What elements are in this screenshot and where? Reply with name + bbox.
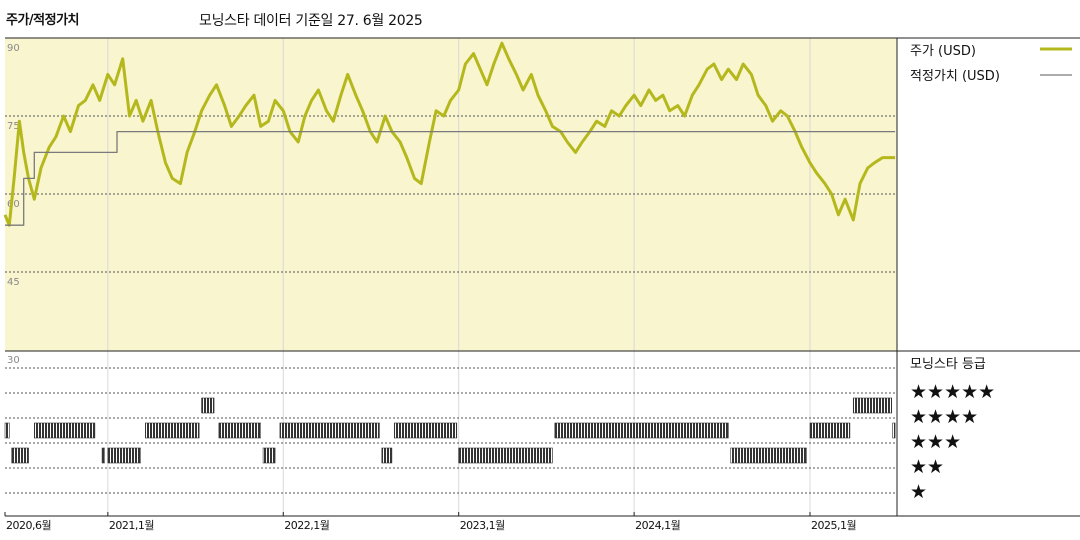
legend-fair-value-label: 적정가치 (USD) xyxy=(910,69,1000,84)
x-tick-label: 2023,1월 xyxy=(460,519,505,532)
rating-bar xyxy=(810,423,850,438)
rating-bar xyxy=(108,448,141,463)
rating-bar xyxy=(731,448,807,463)
rating-level-stars: ★★★ xyxy=(910,431,961,453)
legend-price-label: 주가 (USD) xyxy=(910,44,976,59)
y-tick-label: 45 xyxy=(7,277,20,288)
legend: 주가 (USD) 적정가치 (USD) xyxy=(910,44,1072,84)
x-axis-tick-labels: 2020,6월 2021,1월 2022,1월 2023,1월 2024,1월 2025,… xyxy=(5,512,857,532)
rating-level-stars: ★★★★ xyxy=(910,406,978,428)
rating-bar xyxy=(263,448,275,463)
rating-bar xyxy=(853,398,891,413)
x-tick-label: 2022,1월 xyxy=(284,519,329,532)
rating-bar xyxy=(555,423,728,438)
rating-bar xyxy=(145,423,199,438)
rating-bar xyxy=(893,423,895,438)
x-tick-label: 2021,1월 xyxy=(109,519,154,532)
rating-bar xyxy=(280,423,379,438)
y-tick-label: 90 xyxy=(7,43,20,54)
rating-bar xyxy=(382,448,392,463)
rating-level-stars: ★ xyxy=(910,481,927,503)
rating-bar xyxy=(459,448,553,463)
x-tick-label: 2024,1월 xyxy=(635,519,680,532)
x-tick-label: 2025,1월 xyxy=(811,519,856,532)
rating-level-stars: ★★ xyxy=(910,456,944,478)
rating-bar xyxy=(34,423,95,438)
rating-bar xyxy=(12,448,29,463)
rating-legend-title: 모닝스타 등급 xyxy=(910,357,986,372)
rating-bar xyxy=(102,448,104,463)
y-tick-label: 30 xyxy=(7,355,20,366)
rating-level-stars: ★★★★★ xyxy=(910,381,995,403)
rating-bar xyxy=(202,398,214,413)
y-tick-label: 60 xyxy=(7,199,20,210)
rating-bar xyxy=(219,423,261,438)
rating-legend: 모닝스타 등급★★★★★★★★★★★★★★★ xyxy=(910,357,995,503)
rating-bars xyxy=(5,398,895,463)
rating-bar xyxy=(5,423,9,438)
x-tick-label: 2020,6월 xyxy=(6,519,51,532)
rating-bar xyxy=(394,423,456,438)
